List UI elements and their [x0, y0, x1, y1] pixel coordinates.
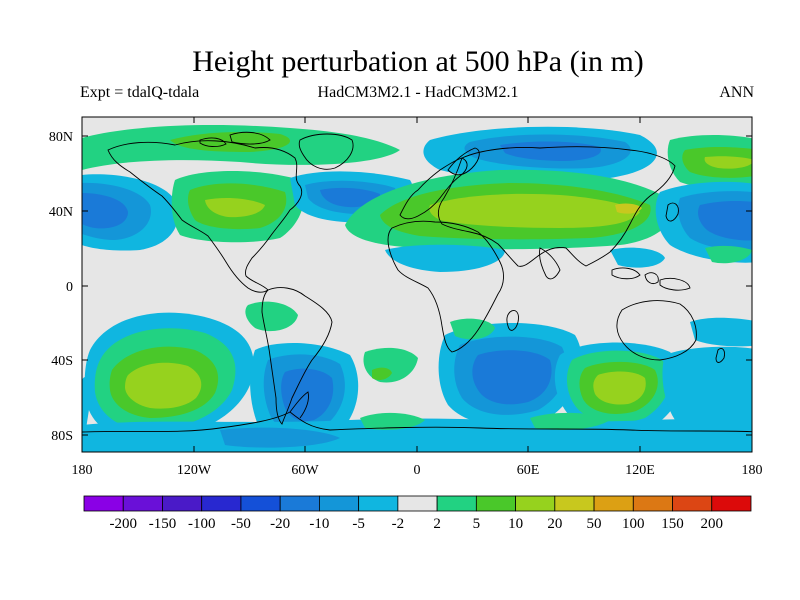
lon-label: 120W: [177, 463, 212, 478]
colorbar-swatch: [122, 495, 163, 512]
colorbar-swatch: [201, 495, 242, 512]
axis-ticks: [81, 117, 753, 452]
lon-label: 60W: [291, 463, 319, 478]
longitude-labels: 180 120W 60W 0 60E 120E 180: [72, 463, 763, 478]
colorbar-label: 50: [587, 516, 602, 532]
lat-label: 40S: [51, 354, 73, 369]
colorbar-swatch: [672, 495, 713, 512]
colorbar-label: 150: [661, 516, 684, 532]
colorbar-label: -5: [352, 516, 365, 532]
experiment-label: Expt = tdalQ-tdala: [80, 84, 200, 101]
lat-label: 80N: [49, 130, 73, 145]
colorbar-label: 200: [701, 516, 724, 532]
lon-label: 120E: [625, 463, 655, 478]
colorbar: [83, 495, 752, 512]
colorbar-label: -2: [392, 516, 405, 532]
colorbar-swatch: [319, 495, 360, 512]
latitude-labels: 80N 40N 0 40S 80S: [49, 130, 73, 444]
coastlines: [82, 131, 752, 433]
colorbar-swatch: [83, 495, 124, 512]
lat-label: 0: [66, 280, 73, 295]
colorbar-swatch: [475, 495, 516, 512]
colorbar-label: -20: [270, 516, 290, 532]
colorbar-label: 100: [622, 516, 645, 532]
lon-label: 180: [72, 463, 93, 478]
lon-label: 60E: [517, 463, 540, 478]
colorbar-label: 20: [547, 516, 562, 532]
colorbar-swatch: [436, 495, 477, 512]
colorbar-label: 10: [508, 516, 523, 532]
colorbar-swatch: [632, 495, 673, 512]
colorbar-label: -100: [188, 516, 216, 532]
colorbar-swatch: [593, 495, 634, 512]
colorbar-swatch: [554, 495, 595, 512]
lon-label: 0: [414, 463, 421, 478]
colorbar-swatch: [358, 495, 399, 512]
colorbar-swatch: [397, 495, 438, 512]
lon-label: 180: [742, 463, 763, 478]
colorbar-label: -10: [309, 516, 329, 532]
colorbar-swatch: [515, 495, 556, 512]
colorbar-swatch: [240, 495, 281, 512]
plot-title: Height perturbation at 500 hPa (in m): [192, 45, 644, 78]
colorbar-label: -50: [231, 516, 251, 532]
colorbar-label: 2: [433, 516, 441, 532]
model-label: HadCM3M2.1 - HadCM3M2.1: [317, 84, 519, 101]
colorbar-label: 5: [473, 516, 481, 532]
lat-label: 80S: [51, 429, 73, 444]
colorbar-label: -200: [109, 516, 137, 532]
season-label: ANN: [719, 84, 754, 101]
colorbar-label: -150: [149, 516, 177, 532]
colorbar-swatch: [279, 495, 320, 512]
contour-field: [82, 125, 752, 452]
colorbar-labels: -200 -150 -100 -50 -20 -10 -5 -2 2 5 10 20 50 100 150 2…: [109, 516, 723, 532]
colorbar-swatch: [162, 495, 203, 512]
colorbar-swatch: [711, 495, 752, 512]
lat-label: 40N: [49, 205, 73, 220]
